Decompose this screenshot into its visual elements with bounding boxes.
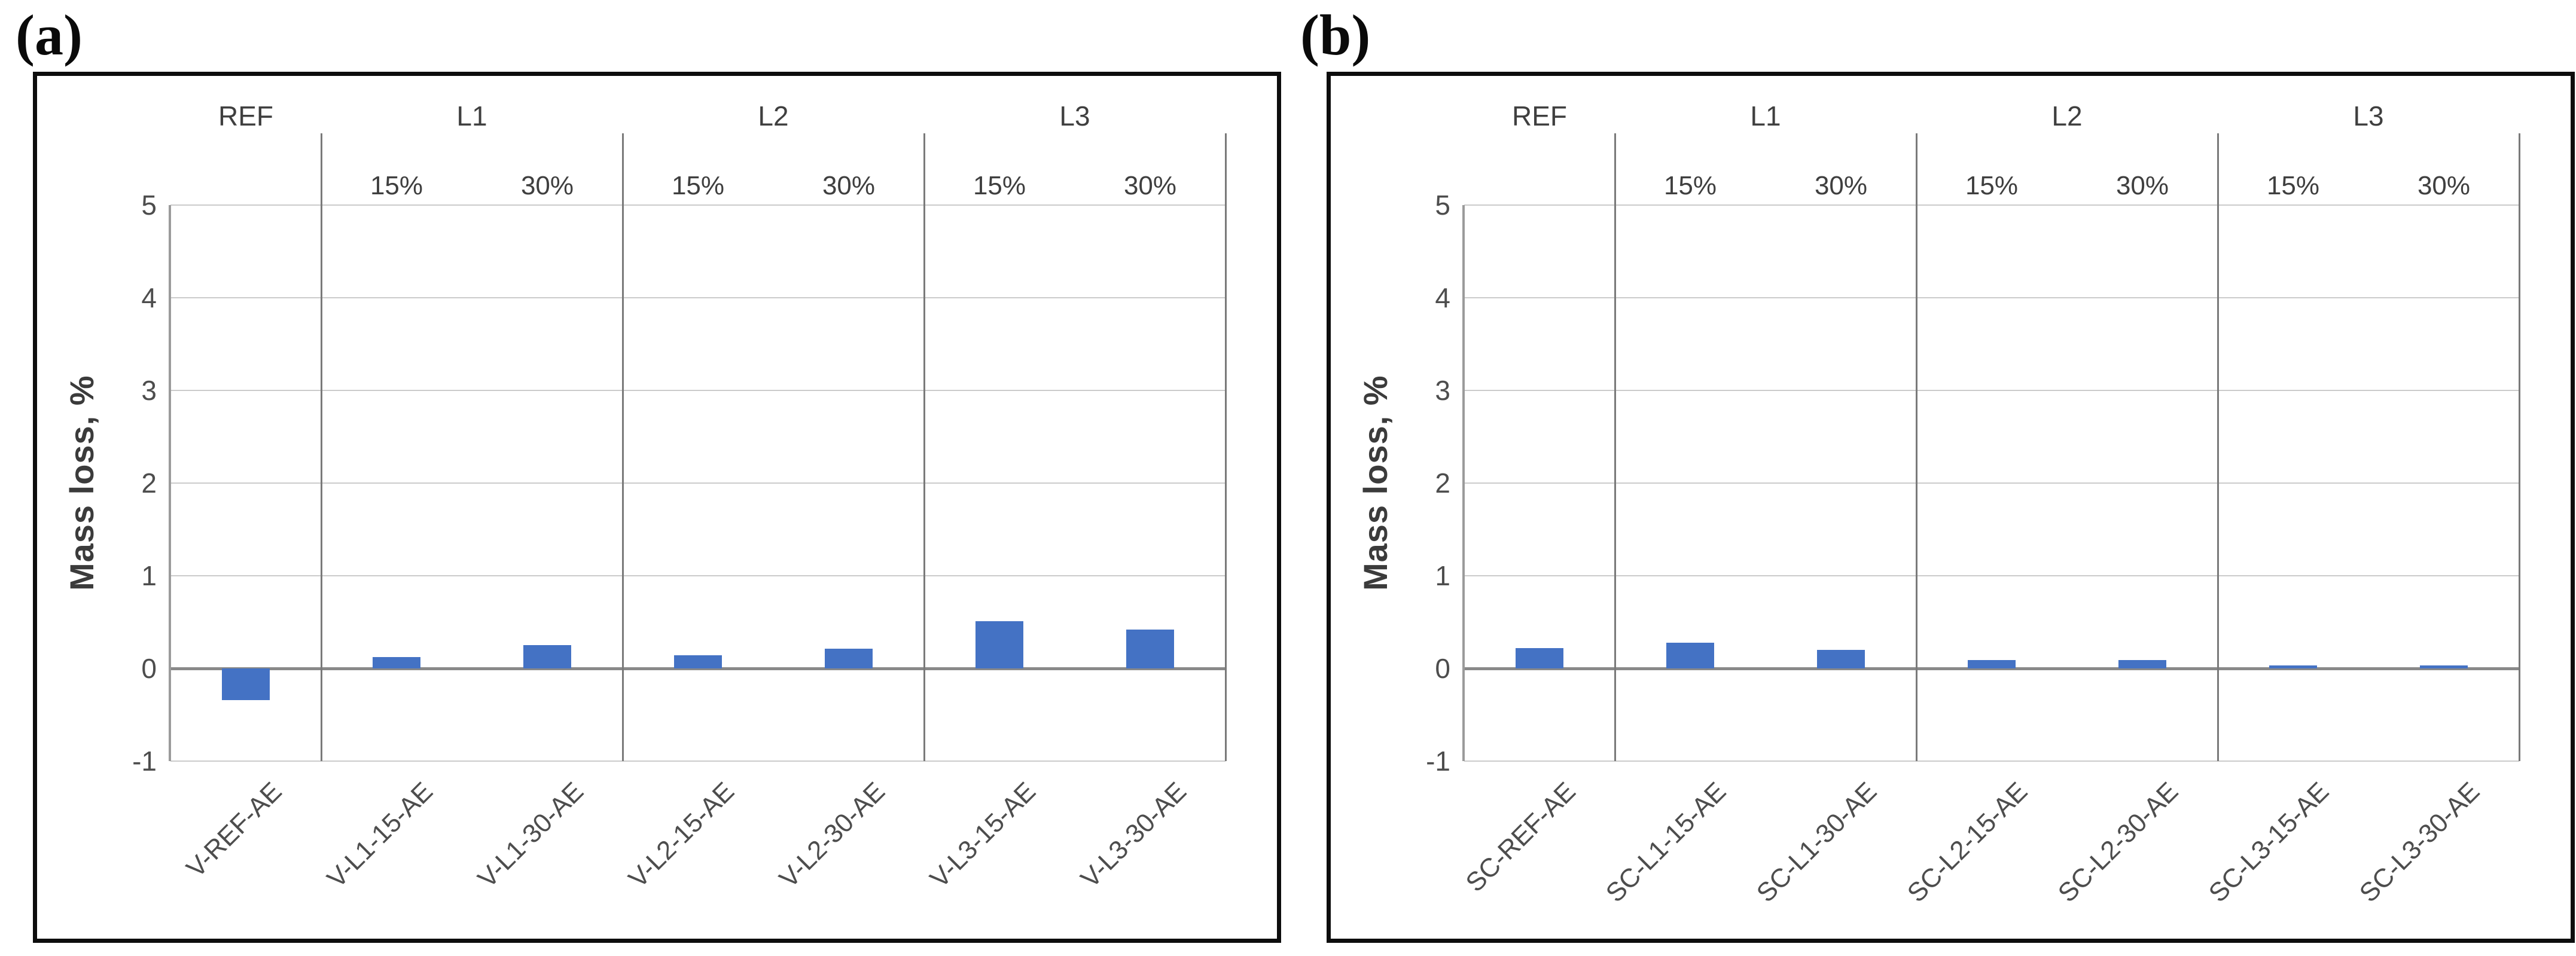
y-tick-label: -1 bbox=[1426, 746, 1450, 777]
bar bbox=[373, 657, 420, 668]
panel-a-tag: (a) bbox=[16, 3, 83, 67]
y-tick-label: 4 bbox=[1435, 282, 1450, 313]
y-gridline bbox=[1464, 760, 2519, 762]
bar bbox=[1817, 650, 1865, 668]
y-tick-label: 3 bbox=[141, 375, 157, 406]
group-header-label: L1 bbox=[1750, 100, 1781, 132]
bar bbox=[222, 668, 270, 700]
panel-b-tag: (b) bbox=[1300, 3, 1371, 67]
bar bbox=[825, 649, 873, 668]
y-tick-label: 0 bbox=[1435, 653, 1450, 684]
group-header-label: L3 bbox=[1059, 100, 1090, 132]
group-subheader-label: 15% bbox=[370, 171, 423, 200]
group-subheader-label: 15% bbox=[2266, 171, 2320, 200]
group-header-label: L1 bbox=[456, 100, 487, 132]
group-divider-line bbox=[2217, 133, 2219, 761]
group-divider-line bbox=[321, 133, 322, 761]
y-tick-label: 3 bbox=[1435, 375, 1450, 406]
group-header-label: L2 bbox=[2051, 100, 2083, 132]
bar bbox=[1126, 629, 1174, 668]
y-gridline bbox=[1464, 204, 2519, 206]
group-divider-line bbox=[1614, 133, 1616, 761]
y-tick-label: 5 bbox=[1435, 190, 1450, 221]
panel-a-chart: 5 4 3 2 1 0 -1 REF L1 15% 30% L2 15% 30% L3 15% 30% V-REF… bbox=[33, 72, 1281, 943]
group-subheader-label: 30% bbox=[1814, 171, 1868, 200]
group-subheader-label: 15% bbox=[1663, 171, 1717, 200]
group-subheader-label: 15% bbox=[1965, 171, 2019, 200]
zero-axis-line bbox=[170, 667, 1225, 670]
y-gridline bbox=[1464, 482, 2519, 484]
y-gridline bbox=[1464, 297, 2519, 298]
group-subheader-label: 15% bbox=[671, 171, 725, 200]
y-tick-label: 0 bbox=[141, 653, 157, 684]
group-divider-line bbox=[1916, 133, 1917, 761]
group-header-label: L2 bbox=[758, 100, 789, 132]
bar bbox=[1968, 660, 2016, 668]
bar bbox=[674, 655, 722, 668]
y-gridline bbox=[170, 204, 1225, 206]
y-tick-label: 2 bbox=[141, 468, 157, 499]
zero-axis-line bbox=[1464, 667, 2519, 670]
bar bbox=[975, 621, 1023, 668]
y-axis-line bbox=[169, 205, 171, 761]
y-axis-title: Mass loss, % bbox=[1356, 375, 1394, 591]
y-axis-title: Mass loss, % bbox=[63, 375, 100, 591]
y-tick-label: 1 bbox=[1435, 560, 1450, 591]
y-gridline bbox=[1464, 390, 2519, 391]
group-header-label: REF bbox=[218, 100, 273, 132]
panel-b-chart: 5 4 3 2 1 0 -1 REF L1 15% 30% L2 15% 30% L3 15% 30% SC-RE… bbox=[1327, 72, 2575, 943]
y-gridline bbox=[170, 297, 1225, 298]
y-gridline bbox=[170, 575, 1225, 576]
group-header-label: L3 bbox=[2353, 100, 2384, 132]
group-divider-line bbox=[2519, 133, 2520, 761]
bar bbox=[523, 645, 571, 668]
y-gridline bbox=[1464, 575, 2519, 576]
y-tick-label: 4 bbox=[141, 282, 157, 313]
y-axis-line bbox=[1462, 205, 1465, 761]
y-tick-label: 2 bbox=[1435, 468, 1450, 499]
y-gridline bbox=[170, 760, 1225, 762]
group-subheader-label: 30% bbox=[2417, 171, 2471, 200]
bar bbox=[1516, 647, 1563, 668]
group-subheader-label: 30% bbox=[520, 171, 574, 200]
y-gridline bbox=[170, 482, 1225, 484]
bar bbox=[2269, 665, 2317, 668]
group-header-label: REF bbox=[1512, 100, 1567, 132]
group-divider-line bbox=[622, 133, 624, 761]
group-subheader-label: 30% bbox=[822, 171, 876, 200]
y-tick-label: 5 bbox=[141, 190, 157, 221]
bar bbox=[2118, 660, 2166, 668]
group-subheader-label: 15% bbox=[973, 171, 1026, 200]
y-tick-label: -1 bbox=[132, 746, 157, 777]
y-gridline bbox=[170, 390, 1225, 391]
group-subheader-label: 30% bbox=[2115, 171, 2169, 200]
group-subheader-label: 30% bbox=[1123, 171, 1177, 200]
group-divider-line bbox=[923, 133, 925, 761]
group-divider-line bbox=[1225, 133, 1227, 761]
bar bbox=[2420, 665, 2468, 668]
bar bbox=[1666, 642, 1714, 668]
y-tick-label: 1 bbox=[141, 560, 157, 591]
